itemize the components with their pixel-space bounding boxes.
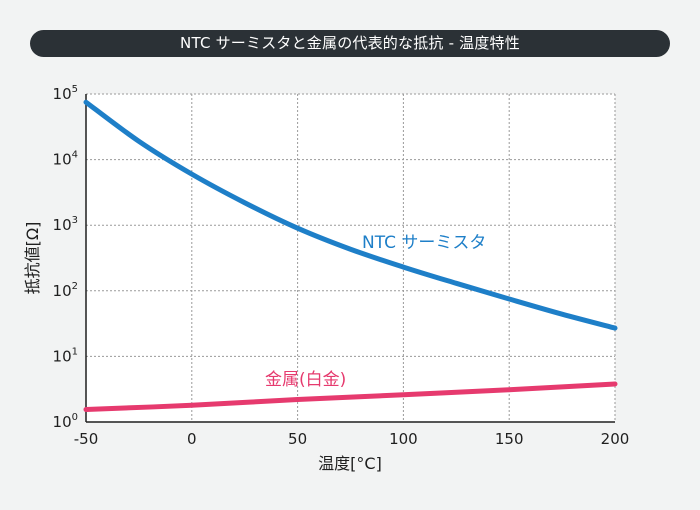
series-line-ntc bbox=[83, 99, 618, 331]
tick-labels: -50 0 50 100 150 200 100 101 102 103 104 105 bbox=[53, 84, 630, 448]
series-line-metal bbox=[83, 381, 618, 413]
y-tick-label: 101 bbox=[53, 346, 78, 365]
x-tick-label: 100 bbox=[389, 430, 418, 448]
x-tick-label: 150 bbox=[495, 430, 524, 448]
series-label-metal: 金属(白金) bbox=[265, 370, 346, 390]
series-lines bbox=[83, 99, 618, 413]
y-tick-label: 104 bbox=[53, 150, 78, 169]
y-tick-label: 100 bbox=[53, 412, 78, 431]
y-tick-label: 103 bbox=[53, 215, 78, 234]
x-tick-label: -50 bbox=[74, 430, 99, 448]
plot-area bbox=[86, 94, 615, 422]
x-tick-label: 0 bbox=[187, 430, 197, 448]
y-axis-title: 抵抗値[Ω] bbox=[23, 222, 42, 295]
chart-title: NTC サーミスタと金属の代表的な抵抗 - 温度特性 bbox=[30, 30, 670, 57]
y-tick-label: 105 bbox=[53, 84, 78, 103]
x-axis-title: 温度[°C] bbox=[318, 454, 382, 473]
axes bbox=[85, 94, 615, 423]
grid-lines bbox=[86, 93, 616, 422]
series-label-ntc: NTC サーミスタ bbox=[362, 233, 486, 253]
x-tick-label: 50 bbox=[288, 430, 307, 448]
x-tick-label: 200 bbox=[601, 430, 630, 448]
y-tick-label: 102 bbox=[53, 281, 78, 300]
